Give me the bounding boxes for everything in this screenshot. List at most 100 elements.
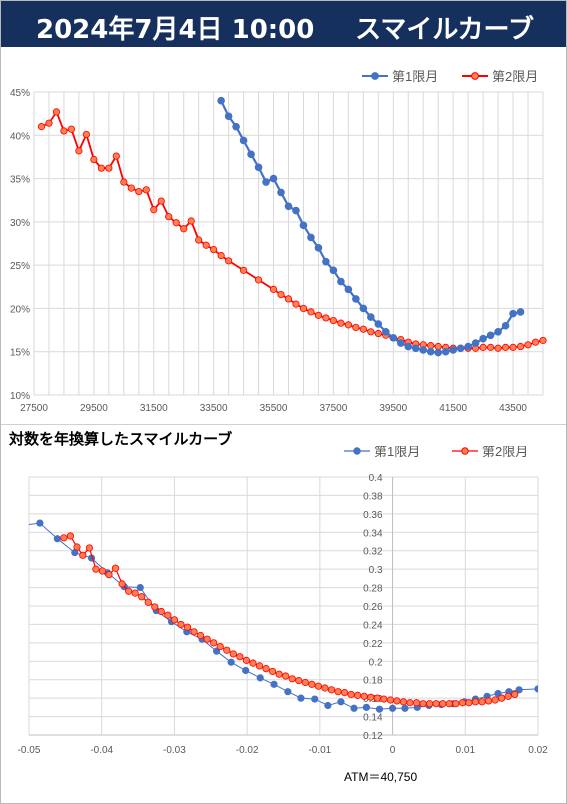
data-point-series-1 xyxy=(239,136,248,145)
y-tick-label: 25% xyxy=(10,261,30,272)
data-point-series-2 xyxy=(393,697,401,705)
data-point-series-2 xyxy=(66,532,75,540)
data-point-series-2 xyxy=(452,700,460,708)
y-tick-label: 15% xyxy=(10,348,30,359)
data-point-series-2 xyxy=(511,690,519,699)
data-point-series-1 xyxy=(411,344,420,353)
data-point-series-2 xyxy=(118,580,126,588)
data-point-series-2 xyxy=(337,319,345,327)
data-point-series-2 xyxy=(125,587,133,595)
x-tick-label: -0.03 xyxy=(163,745,186,756)
data-point-series-2 xyxy=(445,700,453,708)
data-point-series-2 xyxy=(98,567,107,575)
data-point-series-2 xyxy=(471,698,480,706)
header-title: 2024年7月4日 10:00 xyxy=(36,15,315,45)
data-point-series-2 xyxy=(92,565,100,573)
data-point-series-2 xyxy=(120,178,128,186)
data-point-series-2 xyxy=(151,603,159,611)
data-point-series-2 xyxy=(284,295,293,303)
data-point-series-2 xyxy=(439,700,447,708)
data-point-series-2 xyxy=(217,252,225,260)
data-point-series-1 xyxy=(388,704,397,712)
data-point-series-2 xyxy=(322,314,330,322)
y-tick-label: 0.32 xyxy=(363,547,383,558)
x-tick-label: -0.02 xyxy=(236,745,259,756)
data-point-series-1 xyxy=(404,342,413,351)
y-tick-label: 0.38 xyxy=(363,491,383,502)
data-point-series-2 xyxy=(380,695,388,703)
data-point-series-2 xyxy=(150,206,158,214)
header-bar: 2024年7月4日 10:00 スマイルカーブ xyxy=(1,1,566,47)
y-tick-label: 10% xyxy=(10,391,30,402)
y-tick-label: 0.24 xyxy=(363,620,383,631)
data-point-series-2 xyxy=(340,689,349,697)
data-point-series-1 xyxy=(350,704,358,712)
data-point-series-2 xyxy=(202,241,210,249)
x-tick-label: -0.04 xyxy=(90,745,113,756)
data-point-series-2 xyxy=(45,119,53,127)
x-tick-label: -0.01 xyxy=(308,745,331,756)
data-point-series-2 xyxy=(223,646,231,654)
y-tick-label: 35% xyxy=(10,175,30,186)
data-point-series-2 xyxy=(509,343,517,351)
data-point-series-1 xyxy=(419,346,428,354)
data-point-series-2 xyxy=(478,698,486,706)
data-point-series-2 xyxy=(239,266,248,274)
data-point-series-1 xyxy=(22,522,28,528)
x-tick-label: 37500 xyxy=(320,403,348,414)
data-point-series-2 xyxy=(112,152,120,160)
data-point-series-1 xyxy=(441,347,450,356)
data-point-series-1 xyxy=(227,658,235,666)
data-point-series-2 xyxy=(85,544,93,552)
data-point-series-1 xyxy=(494,689,502,698)
y-tick-label: 0.28 xyxy=(363,584,383,595)
data-point-series-1 xyxy=(534,685,538,693)
data-point-series-2 xyxy=(229,650,237,658)
y-tick-label: 30% xyxy=(10,218,30,229)
data-point-series-1 xyxy=(456,344,465,353)
data-point-series-1 xyxy=(359,304,368,313)
legend-label-2: 第2限月 xyxy=(492,69,538,84)
data-point-series-2 xyxy=(491,696,499,704)
plot-area xyxy=(22,519,538,713)
data-point-series-2 xyxy=(295,677,303,685)
legend-marker-2 xyxy=(471,72,479,80)
data-point-series-2 xyxy=(172,219,180,227)
header-subtitle: スマイルカーブ xyxy=(355,15,534,45)
data-point-series-2 xyxy=(164,611,172,619)
data-point-series-2 xyxy=(360,692,368,700)
data-point-series-2 xyxy=(254,276,263,284)
data-point-series-2 xyxy=(531,338,540,346)
data-point-series-2 xyxy=(374,329,382,338)
data-point-series-2 xyxy=(367,693,375,701)
x-tick-label: 35500 xyxy=(260,403,288,414)
x-tick-label: -0.05 xyxy=(18,745,41,756)
y-tick-label: 0.4 xyxy=(369,473,383,484)
data-point-series-2 xyxy=(138,593,146,601)
data-point-series-2 xyxy=(225,257,233,265)
data-point-series-1 xyxy=(375,705,384,713)
data-point-series-1 xyxy=(262,178,270,186)
data-point-series-2 xyxy=(242,656,251,664)
data-point-series-1 xyxy=(297,694,305,702)
y-tick-label: 0.34 xyxy=(363,528,383,539)
y-tick-label: 40% xyxy=(10,131,30,142)
data-point-series-2 xyxy=(73,543,81,551)
data-point-series-2 xyxy=(142,186,150,194)
data-point-series-2 xyxy=(484,697,493,705)
data-point-series-2 xyxy=(195,236,203,244)
data-point-series-2 xyxy=(299,304,308,313)
data-point-series-2 xyxy=(67,125,76,133)
data-point-series-2 xyxy=(498,694,506,702)
data-point-series-2 xyxy=(105,571,113,579)
legend-marker-2 xyxy=(461,447,469,455)
data-point-series-2 xyxy=(255,662,264,670)
data-point-series-2 xyxy=(180,225,188,233)
data-point-series-1 xyxy=(284,202,293,211)
data-point-series-2 xyxy=(344,321,352,329)
data-point-series-1 xyxy=(277,188,285,197)
data-point-series-2 xyxy=(406,699,414,707)
data-point-series-2 xyxy=(203,635,211,643)
data-point-series-1 xyxy=(324,701,332,710)
data-point-series-1 xyxy=(284,688,292,696)
